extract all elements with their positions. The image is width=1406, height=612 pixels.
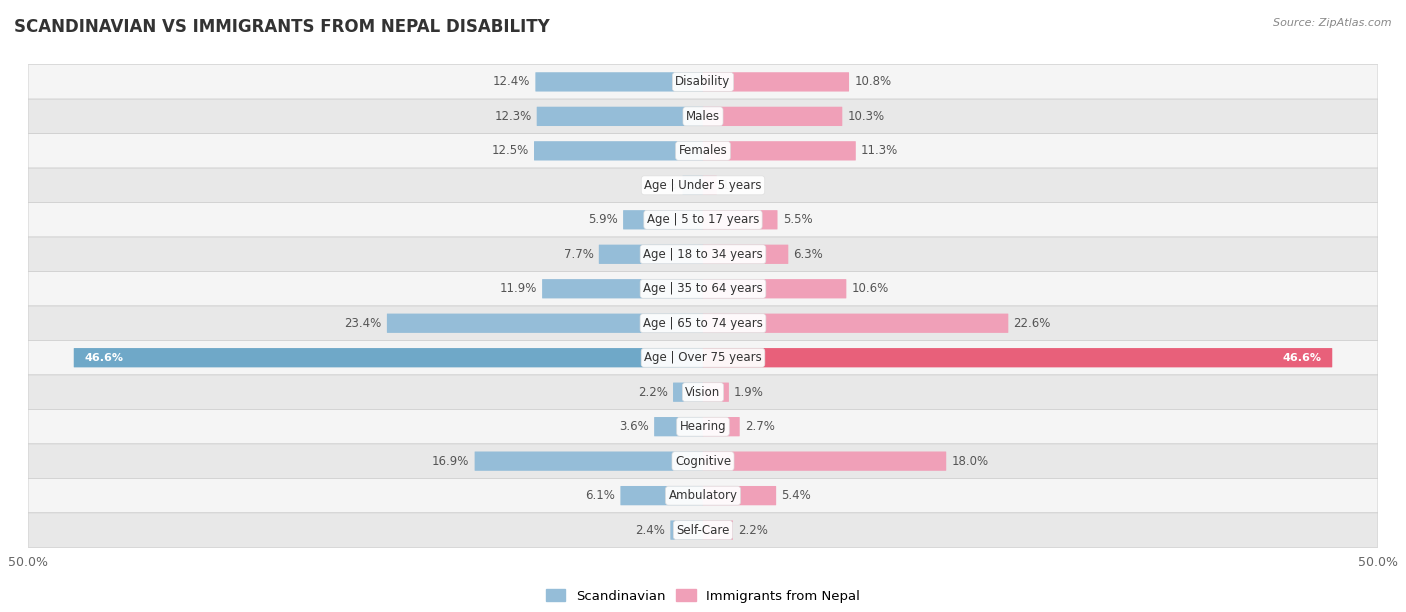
- FancyBboxPatch shape: [703, 382, 728, 402]
- FancyBboxPatch shape: [703, 141, 856, 160]
- FancyBboxPatch shape: [703, 210, 778, 230]
- FancyBboxPatch shape: [536, 72, 703, 92]
- FancyBboxPatch shape: [703, 279, 846, 299]
- Text: Source: ZipAtlas.com: Source: ZipAtlas.com: [1274, 18, 1392, 28]
- FancyBboxPatch shape: [534, 141, 703, 160]
- Text: Age | 35 to 64 years: Age | 35 to 64 years: [643, 282, 763, 295]
- Text: Age | 5 to 17 years: Age | 5 to 17 years: [647, 214, 759, 226]
- Text: 5.5%: 5.5%: [783, 214, 813, 226]
- Text: 10.8%: 10.8%: [855, 75, 891, 88]
- Text: Females: Females: [679, 144, 727, 157]
- Text: 22.6%: 22.6%: [1014, 317, 1050, 330]
- Text: 7.7%: 7.7%: [564, 248, 593, 261]
- FancyBboxPatch shape: [28, 375, 1378, 409]
- FancyBboxPatch shape: [28, 99, 1378, 133]
- Text: Age | 65 to 74 years: Age | 65 to 74 years: [643, 317, 763, 330]
- Text: Age | Over 75 years: Age | Over 75 years: [644, 351, 762, 364]
- Text: 6.3%: 6.3%: [793, 248, 823, 261]
- Text: 46.6%: 46.6%: [1282, 353, 1322, 363]
- FancyBboxPatch shape: [703, 72, 849, 92]
- Text: 46.6%: 46.6%: [84, 353, 124, 363]
- FancyBboxPatch shape: [28, 133, 1378, 168]
- Text: 2.7%: 2.7%: [745, 420, 775, 433]
- Text: Vision: Vision: [685, 386, 721, 398]
- Text: 2.4%: 2.4%: [636, 524, 665, 537]
- FancyBboxPatch shape: [28, 237, 1378, 272]
- Text: Males: Males: [686, 110, 720, 123]
- Text: 12.5%: 12.5%: [492, 144, 529, 157]
- FancyBboxPatch shape: [599, 245, 703, 264]
- FancyBboxPatch shape: [387, 313, 703, 333]
- FancyBboxPatch shape: [673, 382, 703, 402]
- Legend: Scandinavian, Immigrants from Nepal: Scandinavian, Immigrants from Nepal: [540, 584, 866, 608]
- FancyBboxPatch shape: [703, 486, 776, 506]
- FancyBboxPatch shape: [703, 245, 789, 264]
- Text: Cognitive: Cognitive: [675, 455, 731, 468]
- FancyBboxPatch shape: [28, 513, 1378, 547]
- Text: 10.3%: 10.3%: [848, 110, 884, 123]
- FancyBboxPatch shape: [28, 306, 1378, 340]
- Text: 12.3%: 12.3%: [495, 110, 531, 123]
- FancyBboxPatch shape: [28, 409, 1378, 444]
- Text: Self-Care: Self-Care: [676, 524, 730, 537]
- FancyBboxPatch shape: [654, 417, 703, 436]
- FancyBboxPatch shape: [537, 106, 703, 126]
- FancyBboxPatch shape: [703, 520, 733, 540]
- FancyBboxPatch shape: [623, 210, 703, 230]
- FancyBboxPatch shape: [28, 340, 1378, 375]
- FancyBboxPatch shape: [28, 444, 1378, 479]
- Text: 3.6%: 3.6%: [619, 420, 650, 433]
- FancyBboxPatch shape: [28, 203, 1378, 237]
- FancyBboxPatch shape: [28, 479, 1378, 513]
- FancyBboxPatch shape: [703, 313, 1008, 333]
- FancyBboxPatch shape: [28, 272, 1378, 306]
- FancyBboxPatch shape: [703, 348, 1333, 367]
- FancyBboxPatch shape: [703, 176, 717, 195]
- FancyBboxPatch shape: [671, 520, 703, 540]
- Text: 1.9%: 1.9%: [734, 386, 763, 398]
- Text: 2.2%: 2.2%: [638, 386, 668, 398]
- Text: 23.4%: 23.4%: [344, 317, 382, 330]
- FancyBboxPatch shape: [620, 486, 703, 506]
- Text: Ambulatory: Ambulatory: [668, 489, 738, 502]
- Text: 18.0%: 18.0%: [952, 455, 988, 468]
- Text: 10.6%: 10.6%: [852, 282, 889, 295]
- FancyBboxPatch shape: [73, 348, 703, 367]
- Text: Age | Under 5 years: Age | Under 5 years: [644, 179, 762, 192]
- Text: Disability: Disability: [675, 75, 731, 88]
- FancyBboxPatch shape: [703, 106, 842, 126]
- Text: 1.0%: 1.0%: [721, 179, 752, 192]
- Text: 11.3%: 11.3%: [860, 144, 898, 157]
- FancyBboxPatch shape: [475, 452, 703, 471]
- Text: 6.1%: 6.1%: [585, 489, 616, 502]
- FancyBboxPatch shape: [543, 279, 703, 299]
- FancyBboxPatch shape: [682, 176, 703, 195]
- Text: 16.9%: 16.9%: [432, 455, 470, 468]
- Text: 12.4%: 12.4%: [494, 75, 530, 88]
- Text: SCANDINAVIAN VS IMMIGRANTS FROM NEPAL DISABILITY: SCANDINAVIAN VS IMMIGRANTS FROM NEPAL DI…: [14, 18, 550, 36]
- FancyBboxPatch shape: [28, 65, 1378, 99]
- Text: 11.9%: 11.9%: [499, 282, 537, 295]
- Text: 5.9%: 5.9%: [588, 214, 619, 226]
- FancyBboxPatch shape: [703, 452, 946, 471]
- FancyBboxPatch shape: [703, 417, 740, 436]
- Text: 1.5%: 1.5%: [648, 179, 678, 192]
- Text: 2.2%: 2.2%: [738, 524, 768, 537]
- Text: 5.4%: 5.4%: [782, 489, 811, 502]
- FancyBboxPatch shape: [28, 168, 1378, 203]
- Text: Age | 18 to 34 years: Age | 18 to 34 years: [643, 248, 763, 261]
- Text: Hearing: Hearing: [679, 420, 727, 433]
